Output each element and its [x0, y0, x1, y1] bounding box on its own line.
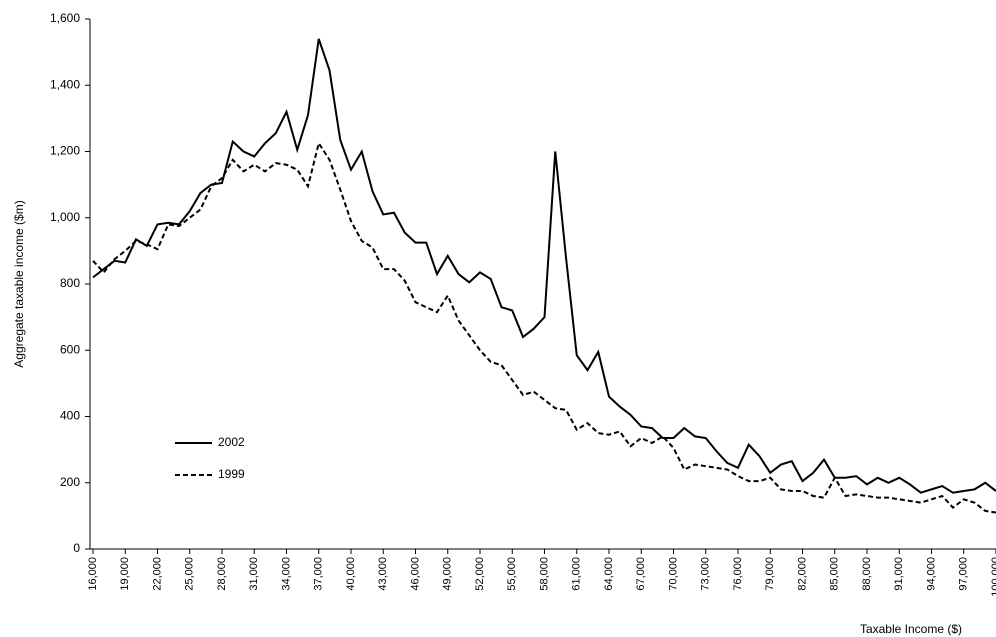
x-tick-label: 22,000	[151, 557, 163, 591]
x-tick-label: 67,000	[635, 557, 647, 591]
x-tick-label: 55,000	[506, 557, 518, 591]
x-tick-label: 61,000	[571, 557, 583, 591]
x-tick-label: 94,000	[925, 557, 937, 591]
x-tick-label: 85,000	[829, 557, 841, 591]
x-tick-label: 82,000	[796, 557, 808, 591]
x-tick-label: 28,000	[216, 557, 228, 591]
x-tick-label: 100,000	[990, 557, 996, 597]
y-tick-label: 1,400	[50, 77, 80, 91]
x-tick-label: 58,000	[538, 557, 550, 591]
x-tick-label: 73,000	[700, 557, 712, 591]
y-tick-label: 0	[73, 541, 80, 555]
series-line	[92, 38, 996, 494]
x-tick-label: 97,000	[958, 557, 970, 591]
x-tick-label: 25,000	[184, 557, 196, 591]
x-tick-label: 31,000	[248, 557, 260, 591]
legend-label: 1999	[218, 467, 245, 481]
x-tick-label: 52,000	[474, 557, 486, 591]
legend-label: 2002	[218, 435, 245, 449]
x-tick-label: 37,000	[313, 557, 325, 591]
y-tick-label: 600	[60, 342, 80, 356]
y-axis-title: Aggregate taxable income ($m)	[12, 200, 26, 367]
x-tick-label: 88,000	[861, 557, 873, 591]
y-tick-label: 1,200	[50, 144, 80, 158]
y-tick-label: 200	[60, 475, 80, 489]
y-tick-label: 1,600	[50, 11, 80, 25]
x-tick-label: 19,000	[119, 557, 131, 591]
x-tick-label: 76,000	[732, 557, 744, 591]
y-tick-label: 800	[60, 276, 80, 290]
x-tick-label: 34,000	[280, 557, 292, 591]
x-tick-label: 64,000	[603, 557, 615, 591]
x-tick-label: 79,000	[764, 557, 776, 591]
series-line	[92, 140, 996, 514]
y-tick-label: 400	[60, 409, 80, 423]
x-axis-title: Taxable Income ($)	[860, 622, 962, 636]
x-tick-label: 49,000	[442, 557, 454, 591]
x-tick-label: 91,000	[893, 557, 905, 591]
x-tick-label: 43,000	[377, 557, 389, 591]
x-tick-label: 16,000	[87, 557, 99, 591]
x-tick-label: 46,000	[409, 557, 421, 591]
y-tick-label: 1,000	[50, 210, 80, 224]
x-tick-label: 70,000	[667, 557, 679, 591]
x-tick-label: 40,000	[345, 557, 357, 591]
